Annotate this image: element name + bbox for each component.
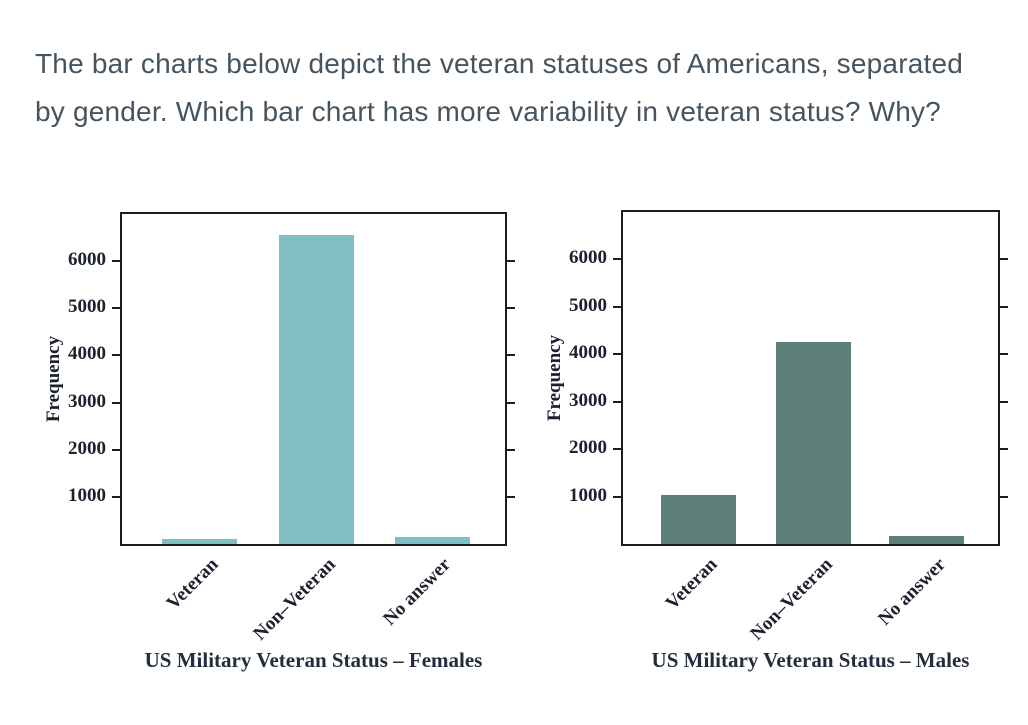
y-axis-tick xyxy=(507,354,515,357)
y-tick-label: 2000 xyxy=(569,437,607,459)
chart-title: US Military Veteran Status – Females xyxy=(144,648,483,672)
y-axis-tick xyxy=(613,305,621,308)
y-axis-tick xyxy=(613,353,621,356)
y-axis-tick xyxy=(112,401,120,404)
y-axis-label: Frequency xyxy=(544,334,565,422)
bar-veteran xyxy=(161,539,237,544)
bar-non-veteran xyxy=(279,235,355,544)
y-tick-label: 2000 xyxy=(68,437,106,459)
x-tick-label: Veteran xyxy=(661,554,722,614)
y-tick-label: 1000 xyxy=(68,484,106,506)
y-axis-tick xyxy=(112,448,120,451)
y-axis-tick xyxy=(613,258,621,261)
y-axis-tick xyxy=(112,260,120,263)
y-tick-label: 5000 xyxy=(569,294,607,316)
plot-area-males: 1000 2000 3000 4000 5000 6000 Frequency Veteran… xyxy=(544,210,1008,672)
x-tick-label: No answer xyxy=(873,554,950,630)
x-tick-label: Non–Veteran xyxy=(746,554,837,645)
y-axis-tick xyxy=(507,307,515,310)
y-tick-label: 1000 xyxy=(569,484,607,506)
x-tick-label: No answer xyxy=(379,554,456,630)
bar-non-veteran xyxy=(776,342,852,544)
y-tick-label: 6000 xyxy=(68,249,106,271)
y-axis-tick xyxy=(1000,400,1008,403)
y-tick-label: 5000 xyxy=(68,296,106,318)
plot-area-females: 1000 2000 3000 4000 5000 6000 Frequency Veteran… xyxy=(43,212,515,672)
y-axis-tick xyxy=(1000,495,1008,498)
y-axis-tick xyxy=(507,260,515,263)
y-axis-tick xyxy=(507,448,515,451)
x-tick-label: Veteran xyxy=(162,554,223,614)
y-tick-label: 3000 xyxy=(68,390,106,412)
y-axis-tick xyxy=(507,495,515,498)
y-axis-tick xyxy=(613,448,621,451)
y-axis-tick xyxy=(112,354,120,357)
y-axis-label: Frequency xyxy=(43,335,64,423)
bar-no-answer xyxy=(394,536,470,544)
y-axis-tick xyxy=(507,401,515,404)
y-axis-tick xyxy=(1000,305,1008,308)
y-axis-tick xyxy=(1000,258,1008,261)
question-text: The bar charts below depict the veteran … xyxy=(35,48,964,127)
y-tick-label: 6000 xyxy=(569,247,607,269)
y-axis-tick xyxy=(112,307,120,310)
y-axis-tick xyxy=(613,400,621,403)
y-axis-tick xyxy=(1000,353,1008,356)
y-axis-tick xyxy=(112,495,120,498)
y-tick-label: 4000 xyxy=(68,343,106,365)
y-axis-tick xyxy=(1000,448,1008,451)
bar-veteran xyxy=(661,495,737,544)
y-tick-label: 3000 xyxy=(569,389,607,411)
y-tick-label: 4000 xyxy=(569,342,607,364)
x-tick-label: Non–Veteran xyxy=(249,554,340,645)
bar-no-answer xyxy=(889,536,965,544)
y-axis-tick xyxy=(613,495,621,498)
chart-title: US Military Veteran Status – Males xyxy=(651,648,970,672)
